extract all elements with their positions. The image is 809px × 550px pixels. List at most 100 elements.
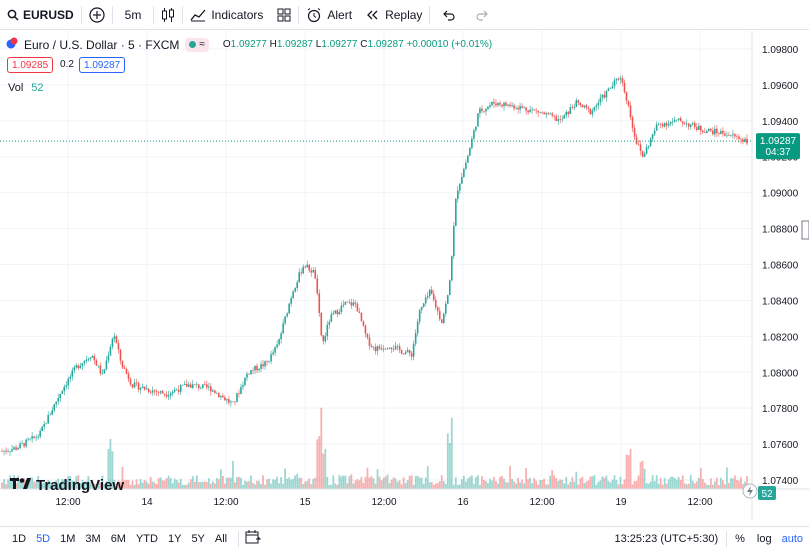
volume-bar — [308, 478, 311, 489]
volume-bar — [503, 478, 505, 489]
volume-bar — [298, 477, 301, 489]
candle-body — [738, 136, 740, 139]
replay-button[interactable]: Replay — [359, 0, 429, 30]
auto-scale-toggle[interactable]: auto — [781, 532, 803, 545]
volume-bar — [607, 480, 610, 489]
candle-body — [396, 346, 399, 347]
candle-body — [191, 384, 194, 388]
volume-bar — [390, 479, 393, 489]
candle-body — [700, 125, 702, 131]
volume-bar — [211, 481, 214, 489]
volume-bar — [232, 460, 234, 489]
indicators-button[interactable]: Indicators — [183, 0, 270, 30]
volume-bar — [219, 469, 222, 489]
alert-button[interactable]: Alert — [299, 0, 359, 30]
interval-button[interactable]: 5m — [113, 0, 154, 30]
layouts-button[interactable] — [270, 0, 298, 30]
range-button-all[interactable]: All — [214, 532, 228, 545]
volume-bar — [215, 478, 218, 489]
volume-bar — [380, 480, 383, 489]
volume-bar — [559, 479, 562, 489]
candle-body — [187, 384, 190, 387]
candle-body — [288, 303, 290, 314]
volume-bar — [625, 454, 628, 489]
candle-body — [41, 426, 43, 431]
candle-body — [671, 121, 674, 123]
volume-bar — [525, 468, 528, 489]
candle-body — [448, 280, 451, 296]
undo-button[interactable] — [430, 0, 468, 30]
volume-bar — [641, 460, 644, 489]
candle-body — [230, 401, 232, 403]
go-to-date-button[interactable] — [245, 530, 262, 547]
range-button-1d[interactable]: 1D — [12, 532, 27, 545]
symbol-search-button[interactable]: EURUSD — [0, 0, 81, 30]
candle-body — [382, 348, 385, 350]
volume-bar — [728, 482, 730, 489]
market-status-pill[interactable]: ≈ — [185, 37, 209, 52]
price-tick: 1.09800 — [762, 45, 799, 56]
range-button-6m[interactable]: 6M — [110, 532, 126, 545]
price-chart[interactable]: 1.098001.096001.094001.092001.090001.088… — [0, 31, 809, 520]
candle-body — [91, 356, 94, 358]
price-tick: 1.07800 — [762, 404, 799, 415]
volume-bar — [555, 478, 558, 489]
volume-bar — [653, 481, 656, 489]
candle-body — [631, 117, 634, 128]
volume-bar — [39, 483, 42, 489]
volume-bar — [609, 482, 612, 489]
volume-bar — [400, 484, 403, 489]
compare-symbol-button[interactable] — [82, 0, 112, 30]
volume-legend[interactable]: Vol 52 — [8, 82, 44, 94]
candle-body — [338, 312, 341, 315]
volume-bar — [736, 480, 738, 489]
time-tick: 12:00 — [687, 497, 712, 508]
timezone-clock[interactable]: 13:25:23 (UTC+5:30) — [614, 532, 719, 545]
volume-bar — [336, 484, 339, 489]
range-button-5y[interactable]: 5Y — [191, 532, 205, 545]
candle-body — [284, 316, 286, 324]
volume-bar — [23, 478, 25, 489]
buy-price-button[interactable]: 1.09287 — [79, 57, 126, 73]
candle-body — [573, 106, 576, 108]
candle-body — [691, 123, 694, 125]
candle-body — [697, 125, 700, 130]
candle-body — [457, 190, 459, 199]
candle-body — [603, 94, 606, 98]
volume-bar — [513, 481, 515, 489]
candle-body — [324, 336, 327, 342]
range-button-1y[interactable]: 1Y — [167, 532, 182, 545]
volume-bar — [354, 480, 357, 489]
range-button-ytd[interactable]: YTD — [135, 532, 158, 545]
volume-bar — [645, 482, 648, 489]
candle-body — [234, 401, 236, 403]
pill-glyph: ≈ — [199, 39, 205, 50]
redo-button[interactable] — [468, 0, 496, 30]
volume-bar — [384, 476, 387, 489]
range-button-3m[interactable]: 3M — [85, 532, 101, 545]
candle-body — [226, 399, 228, 401]
volume-bar — [430, 481, 433, 489]
sell-price-button[interactable]: 1.09285 — [7, 57, 54, 73]
legend-title[interactable]: Euro / U.S. Dollar · 5 · FXCM — [24, 37, 180, 52]
candle-body — [372, 346, 375, 348]
candle-body — [310, 270, 313, 273]
percent-scale-toggle[interactable]: % — [735, 532, 745, 545]
volume-bar — [426, 466, 429, 489]
volume-bar — [394, 478, 397, 489]
log-scale-toggle[interactable]: log — [756, 532, 772, 545]
chart-type-button[interactable] — [154, 0, 182, 30]
candle-body — [332, 313, 335, 315]
volume-bar — [549, 475, 552, 489]
candle-body — [390, 347, 393, 350]
candle-body — [529, 109, 531, 113]
volume-bar — [475, 477, 477, 489]
candle-body — [89, 357, 92, 359]
range-button-1m[interactable]: 1M — [60, 532, 76, 545]
candle-body — [358, 311, 361, 313]
range-button-5d[interactable]: 5D — [36, 532, 51, 545]
candle-body — [730, 135, 732, 136]
candle-body — [685, 123, 688, 125]
candle-body — [426, 296, 429, 298]
candle-body — [501, 104, 503, 107]
